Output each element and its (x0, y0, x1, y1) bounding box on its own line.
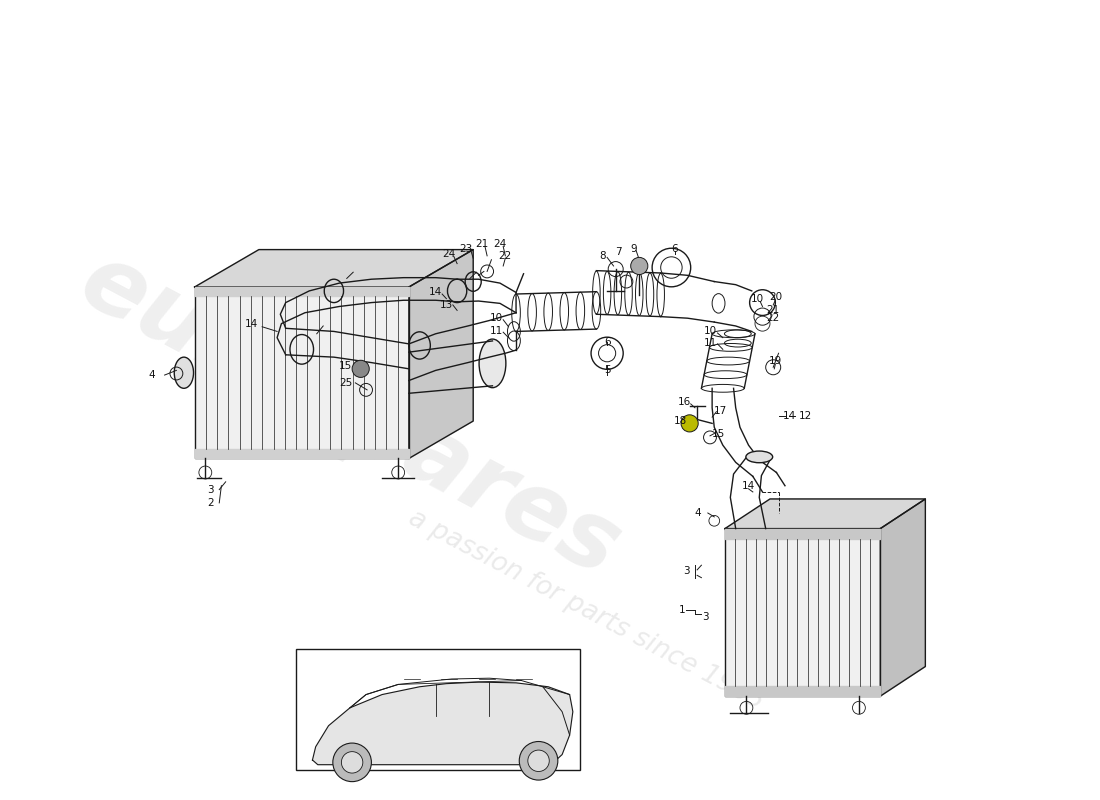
Text: 14: 14 (741, 481, 756, 490)
Text: 14: 14 (245, 319, 258, 330)
Text: 15: 15 (712, 429, 725, 438)
Polygon shape (195, 287, 409, 458)
Circle shape (333, 743, 372, 782)
Text: 21: 21 (475, 239, 488, 249)
Text: eurospares: eurospares (65, 234, 636, 597)
Ellipse shape (174, 357, 194, 388)
Text: 23: 23 (459, 244, 472, 254)
Text: 4: 4 (695, 508, 702, 518)
Text: 24: 24 (493, 239, 507, 249)
Circle shape (528, 750, 549, 771)
Text: 7: 7 (616, 247, 623, 257)
Text: 3: 3 (208, 485, 214, 494)
Text: 6: 6 (604, 338, 611, 347)
Polygon shape (312, 682, 573, 765)
Circle shape (519, 742, 558, 780)
Text: 10: 10 (703, 326, 716, 337)
Text: 15: 15 (339, 362, 352, 371)
Polygon shape (725, 686, 880, 696)
Polygon shape (409, 250, 473, 458)
Text: 5: 5 (604, 366, 611, 375)
Text: 22: 22 (767, 313, 780, 323)
Circle shape (630, 258, 648, 274)
Text: 14: 14 (429, 287, 442, 298)
Text: 25: 25 (339, 378, 352, 388)
Text: 24: 24 (442, 250, 455, 259)
Circle shape (681, 415, 698, 432)
Text: 22: 22 (498, 251, 512, 261)
Text: 13: 13 (440, 300, 453, 310)
Ellipse shape (746, 451, 772, 462)
Text: 4: 4 (148, 370, 155, 380)
Text: 2: 2 (208, 498, 214, 508)
Polygon shape (725, 529, 880, 538)
Text: 19: 19 (769, 356, 782, 366)
Text: 1: 1 (679, 606, 685, 615)
Circle shape (352, 360, 370, 378)
Text: 9: 9 (630, 244, 637, 254)
Polygon shape (195, 449, 409, 458)
Polygon shape (195, 250, 473, 287)
Text: 3: 3 (683, 566, 690, 577)
Polygon shape (725, 499, 925, 529)
Text: 8: 8 (600, 251, 606, 261)
Text: 20: 20 (769, 292, 782, 302)
Text: 10: 10 (750, 294, 763, 304)
Text: 17: 17 (714, 406, 727, 416)
Text: since 1985: since 1985 (778, 614, 887, 685)
Polygon shape (880, 499, 925, 696)
Text: 12: 12 (799, 410, 812, 421)
Text: 18: 18 (673, 416, 686, 426)
Text: 3: 3 (703, 612, 710, 622)
Text: 11: 11 (491, 326, 504, 337)
Circle shape (341, 752, 363, 773)
Text: 10: 10 (491, 313, 504, 323)
Text: 11: 11 (703, 338, 716, 348)
Text: a passion for parts since 1985: a passion for parts since 1985 (404, 506, 768, 715)
FancyBboxPatch shape (296, 650, 581, 770)
Text: 16: 16 (678, 397, 691, 406)
Text: 14: 14 (782, 410, 796, 421)
Text: 21: 21 (767, 306, 780, 315)
Ellipse shape (480, 339, 506, 388)
Polygon shape (725, 529, 880, 696)
Text: 6: 6 (671, 244, 678, 254)
Polygon shape (195, 287, 409, 296)
